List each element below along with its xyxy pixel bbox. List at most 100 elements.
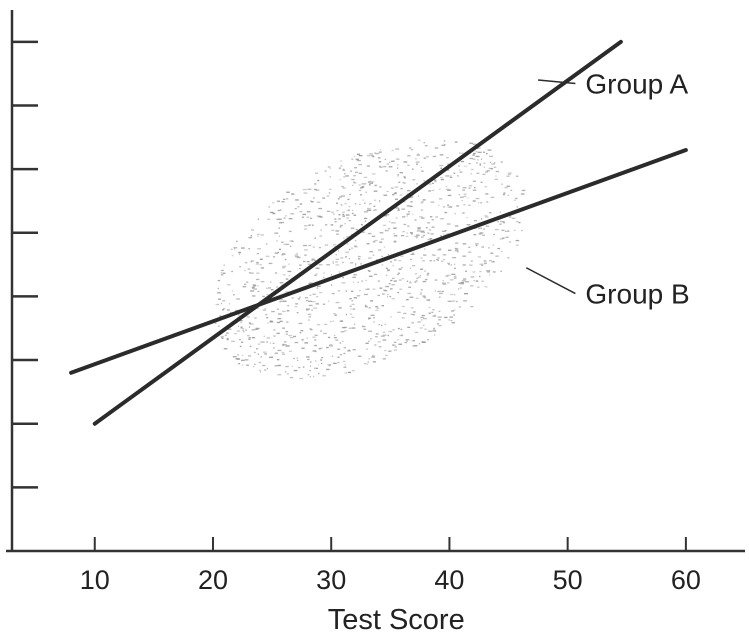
scatter-point <box>387 270 390 272</box>
scatter-point <box>388 166 393 168</box>
scatter-point <box>348 209 350 211</box>
x-tick-label: 60 <box>671 565 701 595</box>
scatter-point <box>293 335 297 338</box>
scatter-point <box>489 161 492 163</box>
scatter-point <box>274 352 278 354</box>
scatter-point <box>372 288 376 290</box>
scatter-point <box>395 148 400 150</box>
scatter-point <box>379 232 384 234</box>
scatter-point <box>283 217 286 219</box>
scatter-point <box>335 230 340 232</box>
scatter-point <box>427 222 431 224</box>
scatter-point <box>318 264 323 266</box>
scatter-point <box>367 270 370 272</box>
scatter-point <box>364 220 367 222</box>
scatter-point <box>311 224 314 226</box>
label-leaders <box>525 79 576 295</box>
scatter-point <box>326 195 330 197</box>
scatter-point <box>447 204 450 206</box>
scatter-point <box>308 282 313 284</box>
scatter-point <box>375 152 380 155</box>
scatter-point <box>344 203 347 205</box>
scatter-point <box>466 216 468 219</box>
scatter-point <box>449 206 453 208</box>
scatter-point <box>307 188 312 190</box>
scatter-point <box>422 199 426 201</box>
scatter-point <box>505 230 507 232</box>
scatter-point <box>368 340 370 342</box>
scatter-point <box>339 307 342 309</box>
scatter-point <box>319 347 323 349</box>
scatter-point <box>358 172 362 174</box>
scatter-point <box>385 214 390 216</box>
scatter-point <box>439 292 443 295</box>
scatter-point <box>282 198 286 200</box>
scatter-point <box>353 281 355 283</box>
scatter-point <box>469 142 473 144</box>
scatter-point <box>435 216 438 218</box>
scatter-point <box>338 198 340 200</box>
scatter-point <box>505 236 509 238</box>
scatter-point <box>409 232 413 234</box>
scatter-point <box>236 298 240 300</box>
scatter-point <box>263 351 267 353</box>
scatter-point <box>358 184 361 186</box>
scatter-point <box>494 178 498 180</box>
scatter-point <box>254 317 257 319</box>
scatter-point <box>276 286 278 288</box>
scatter-point <box>285 278 289 280</box>
scatter-point <box>365 288 369 290</box>
scatter-point <box>286 321 289 323</box>
scatter-point <box>294 254 299 256</box>
scatter-point <box>516 175 519 177</box>
scatter-point <box>476 162 478 164</box>
scatter-point <box>378 346 382 348</box>
scatter-point <box>418 139 421 141</box>
scatter-point <box>351 370 355 372</box>
scatter-point <box>257 248 261 250</box>
scatter-point <box>342 213 345 216</box>
scatter-point <box>306 356 310 358</box>
scatter-point <box>284 258 287 261</box>
scatter-point <box>217 292 221 294</box>
scatter-point <box>333 213 335 215</box>
scatter-point <box>428 306 431 309</box>
scatter-point <box>395 217 398 219</box>
scatter-point <box>360 187 363 189</box>
scatter-point <box>412 265 416 267</box>
scatter-point <box>473 152 476 155</box>
scatter-point <box>377 341 381 343</box>
scatter-point <box>274 252 279 254</box>
scatter-point <box>442 206 446 208</box>
scatter-point <box>441 290 444 293</box>
scatter-point <box>452 310 454 312</box>
scatter-point <box>227 284 231 286</box>
scatter-point <box>348 248 351 251</box>
scatter-point <box>308 300 312 302</box>
scatter-point <box>439 164 444 167</box>
scatter-point <box>280 221 285 224</box>
scatter-point <box>415 273 417 275</box>
scatter-point <box>510 189 513 191</box>
scatter-point <box>366 363 369 365</box>
scatter-point <box>412 168 414 170</box>
scatter-point <box>412 345 417 347</box>
scatter-point <box>420 268 424 270</box>
scatter-point <box>457 185 461 187</box>
scatter-point <box>429 260 432 262</box>
scatter-point <box>328 364 331 367</box>
scatter-point <box>282 253 286 255</box>
scatter-point <box>401 208 405 210</box>
scatter-point <box>318 207 322 210</box>
scatter-point <box>250 260 255 262</box>
scatter-point <box>240 327 243 329</box>
scatter-point <box>321 362 323 364</box>
scatter-point <box>507 230 510 232</box>
scatter-point <box>219 315 222 317</box>
scatter-point <box>239 266 241 268</box>
scatter-point <box>256 233 260 235</box>
scatter-point <box>419 275 421 277</box>
scatter-point <box>392 194 395 196</box>
scatter-point <box>497 221 500 223</box>
scatter-point <box>248 248 251 250</box>
